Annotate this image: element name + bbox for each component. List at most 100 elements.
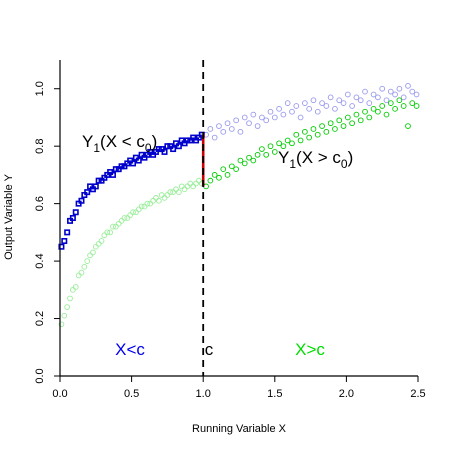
- treated-counterfactual-point: [366, 100, 373, 106]
- treated-counterfactual-point: [332, 105, 338, 112]
- control-counterfactual-point: [153, 195, 159, 201]
- region-left-label: X<c: [115, 340, 145, 359]
- control-counterfactual-point: [161, 195, 168, 201]
- control-counterfactual-point: [190, 183, 197, 190]
- control-observed-point: [250, 157, 257, 164]
- treated-counterfactual-point: [327, 94, 334, 101]
- control-observed-point: [362, 108, 368, 115]
- treated-counterfactual-point: [284, 100, 291, 106]
- control-observed-point: [319, 123, 325, 129]
- treated-counterfactual-point: [362, 88, 368, 95]
- control-observed-point: [323, 128, 330, 135]
- control-counterfactual-point: [164, 192, 171, 198]
- control-counterfactual-point: [64, 304, 71, 310]
- control-observed-point: [267, 143, 274, 150]
- treated-counterfactual-point: [413, 91, 420, 98]
- control-observed-point: [310, 126, 317, 132]
- treated-counterfactual-point: [241, 114, 248, 121]
- left-label-main: Y: [82, 132, 93, 151]
- left-label-cond: (X < c: [100, 132, 145, 151]
- control-observed-point: [327, 120, 334, 127]
- control-counterfactual-point: [61, 312, 68, 319]
- left-label-sub: 1: [93, 141, 100, 155]
- control-counterfactual-point: [101, 232, 108, 239]
- treated-counterfactual-point: [340, 100, 347, 106]
- control-observed-point: [413, 103, 420, 109]
- control-observed-point: [332, 126, 338, 132]
- treated-counterfactual-point: [383, 97, 390, 104]
- points-layer: [58, 60, 420, 376]
- control-counterfactual-point: [170, 189, 176, 195]
- control-observed-point: [211, 172, 218, 178]
- control-observed-point: [383, 111, 390, 118]
- treated-observed-point: [61, 237, 68, 244]
- control-observed-point: [314, 131, 321, 138]
- y-tick-label: 0.4: [34, 253, 46, 268]
- left-label-close: ): [152, 132, 158, 151]
- treated-counterfactual-point: [400, 94, 407, 101]
- treated-counterfactual-point: [405, 83, 411, 89]
- control-observed-point: [224, 172, 231, 178]
- treated-observed-point: [58, 243, 65, 250]
- control-counterfactual-point: [167, 189, 174, 195]
- control-counterfactual-point: [141, 203, 148, 210]
- control-observed-point: [280, 143, 287, 150]
- control-observed-point: [220, 166, 227, 173]
- x-tick-label: 1.0: [196, 388, 211, 400]
- control-counterfactual-point: [75, 272, 82, 279]
- control-counterfactual-point: [78, 269, 85, 276]
- control-observed-point: [302, 128, 308, 135]
- treated-observed-point: [84, 189, 91, 196]
- x-tick-label: 0.5: [124, 388, 139, 400]
- control-observed-point: [306, 134, 313, 141]
- control-counterfactual-point: [155, 197, 162, 204]
- treated-counterfactual-point: [310, 97, 317, 104]
- control-observed-point: [297, 137, 304, 144]
- control-counterfactual-point: [115, 220, 122, 227]
- control-observed-point: [263, 151, 270, 158]
- treated-counterfactual-point: [220, 128, 227, 135]
- control-counterfactual-point: [127, 212, 134, 218]
- x-tick-label: 2.5: [410, 388, 425, 400]
- control-observed-point: [237, 157, 244, 164]
- y-tick-label: 0.6: [34, 196, 46, 211]
- control-observed-point: [357, 117, 364, 124]
- y-tick-label: 0.2: [34, 311, 46, 326]
- control-observed-point: [259, 146, 265, 152]
- control-counterfactual-point: [138, 203, 145, 210]
- control-counterfactual-point: [158, 192, 165, 198]
- control-counterfactual-point: [81, 263, 88, 270]
- control-counterfactual-point: [90, 249, 96, 256]
- right-label-cond-sub: 0: [341, 157, 348, 171]
- left-label-cond-sub: 0: [145, 141, 152, 155]
- control-counterfactual-point: [87, 252, 93, 259]
- control-observed-point: [207, 177, 214, 184]
- control-observed-point: [349, 120, 355, 127]
- y-axis-title: Output Variable Y: [3, 173, 15, 259]
- control-counterfactual-point: [67, 295, 73, 302]
- control-counterfactual-point: [173, 186, 179, 193]
- treated-counterfactual-point: [267, 108, 274, 115]
- control-counterfactual-point: [144, 200, 151, 207]
- control-counterfactual-point: [112, 223, 119, 230]
- control-counterfactual-point: [121, 215, 128, 221]
- y-tick-label: 0.0: [34, 368, 46, 383]
- control-observed-point: [246, 154, 252, 161]
- right-curve-label: Y1(X > c0): [278, 148, 353, 171]
- treated-counterfactual-point: [379, 85, 386, 92]
- control-observed-point: [284, 137, 291, 144]
- treated-observed-point: [135, 157, 142, 164]
- control-counterfactual-point: [147, 200, 154, 207]
- control-counterfactual-point: [58, 321, 65, 328]
- left-curve-label: Y1(X < c0): [82, 132, 157, 155]
- control-counterfactual-point: [135, 206, 142, 213]
- control-observed-point: [289, 140, 295, 147]
- treated-counterfactual-point: [314, 108, 321, 115]
- control-counterfactual-point: [176, 189, 182, 195]
- treated-counterfactual-point: [336, 97, 343, 104]
- treated-counterfactual-point: [280, 111, 287, 118]
- y-tick-label: 1.0: [34, 81, 46, 96]
- control-counterfactual-point: [196, 177, 202, 184]
- x-tick-label: 1.5: [267, 388, 282, 400]
